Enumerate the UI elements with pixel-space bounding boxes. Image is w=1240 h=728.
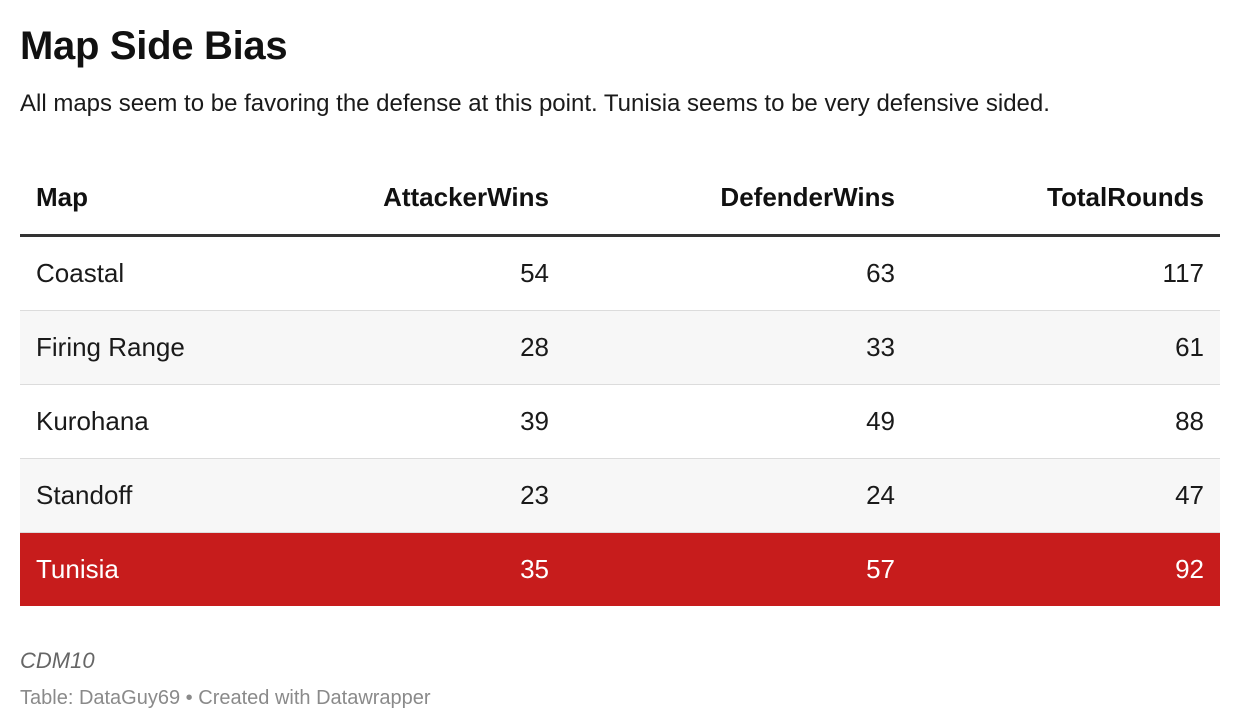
table-cell-attackerwins: 35 <box>235 532 565 606</box>
table-cell-totalrounds: 88 <box>911 384 1220 459</box>
column-header-defenderwins[interactable]: DefenderWins <box>565 160 911 237</box>
chart-footer: Table: DataGuy69 • Created with Datawrap… <box>20 684 1220 712</box>
table-row: Coastal 54 63 117 <box>20 235 1220 311</box>
chart-notes: CDM10 <box>20 648 95 673</box>
table-cell-defenderwins: 24 <box>565 458 911 533</box>
table-cell-attackerwins: 23 <box>235 458 565 533</box>
table-cell-defenderwins: 63 <box>565 235 911 311</box>
source-name: DataGuy69 <box>78 687 181 709</box>
table-cell-map: Tunisia <box>20 532 235 606</box>
header-row: Map AttackerWins DefenderWins TotalRounds <box>20 160 1220 237</box>
table-cell-defenderwins: 57 <box>565 532 911 606</box>
table-row: Standoff 23 24 47 <box>20 458 1220 533</box>
credit-text: Created with Datawrapper <box>198 687 431 709</box>
table-cell-totalrounds: 92 <box>911 532 1220 606</box>
table-row: Tunisia 35 57 92 <box>20 532 1220 606</box>
table-cell-map: Standoff <box>20 458 235 533</box>
table-cell-totalrounds: 117 <box>911 235 1220 311</box>
table-chart: Map Side Bias All maps seem to be favori… <box>20 20 1220 712</box>
column-header-totalrounds[interactable]: TotalRounds <box>911 160 1220 237</box>
column-header-attackerwins[interactable]: AttackerWins <box>235 160 565 237</box>
table-body: Coastal 54 63 117 Firing Range 28 33 61 Kurohana… <box>20 235 1220 606</box>
table-cell-map: Firing Range <box>20 310 235 385</box>
data-table: Map AttackerWins DefenderWins TotalRounds C… <box>20 160 1220 606</box>
table-row: Firing Range 28 33 61 <box>20 310 1220 385</box>
chart-title: Map Side Bias <box>20 24 288 68</box>
table-cell-attackerwins: 28 <box>235 310 565 385</box>
table-row: Kurohana 39 49 88 <box>20 384 1220 459</box>
source-label: Table: <box>20 687 74 709</box>
table-header: Map AttackerWins DefenderWins TotalRounds <box>20 160 1220 237</box>
table-cell-map: Coastal <box>20 235 235 311</box>
table-cell-totalrounds: 61 <box>911 310 1220 385</box>
table-cell-totalrounds: 47 <box>911 458 1220 533</box>
table-cell-map: Kurohana <box>20 384 235 459</box>
table-cell-attackerwins: 39 <box>235 384 565 459</box>
table-cell-defenderwins: 33 <box>565 310 911 385</box>
table-cell-attackerwins: 54 <box>235 235 565 311</box>
table-cell-defenderwins: 49 <box>565 384 911 459</box>
column-header-map[interactable]: Map <box>20 160 235 237</box>
footer-separator: • <box>185 687 193 709</box>
chart-subtitle: All maps seem to be favoring the defense… <box>20 90 1050 117</box>
